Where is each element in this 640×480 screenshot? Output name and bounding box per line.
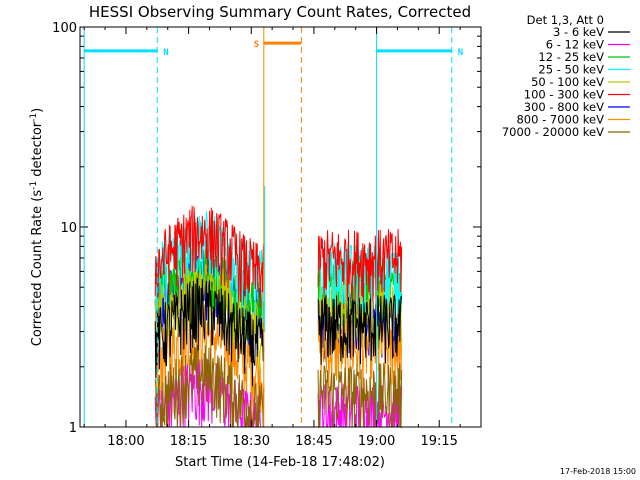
series-line-1-segment-1 (154, 277, 265, 387)
y-axis-label-sup2: -1 (29, 113, 39, 122)
chart-title: HESSI Observing Summary Count Rates, Cor… (89, 3, 471, 21)
legend-label-4: 25 - 50 keV (538, 63, 604, 77)
legend-label-5: 50 - 100 keV (531, 75, 604, 89)
legend-label-9: 7000 - 20000 keV (502, 125, 604, 139)
legend-label-8: 800 - 7000 keV (516, 113, 604, 127)
x-tick-label-4: 18:45 (295, 434, 332, 449)
flag-label-2: N (458, 48, 463, 58)
series-line-8-segment-2 (317, 318, 403, 391)
flag-label-1: N (163, 48, 168, 58)
x-tick-label-5: 19:00 (358, 434, 395, 449)
x-tick-label-6: 19:15 (420, 434, 457, 449)
y-axis-label-sup1: -1 (29, 181, 39, 190)
y-axis-label-part3: ) (30, 108, 45, 113)
legend-label-1: 3 - 6 keV (553, 25, 604, 39)
timestamp-stamp: 17-Feb-2018 15:00 (560, 467, 636, 476)
legend-label-6: 100 - 300 keV (524, 88, 604, 102)
legend-label-3: 12 - 25 keV (538, 50, 604, 64)
x-axis-label: Start Time (14-Feb-18 17:48:02) (175, 455, 385, 470)
flag-label-3: S (254, 40, 259, 50)
series-line-6-segment-2 (317, 228, 403, 303)
y-tick-label-3: 100 (52, 21, 77, 36)
flag-layer: N NS (83, 27, 463, 427)
y-tick-label-1: 1 (69, 421, 77, 436)
series-line-6-segment-1 (154, 205, 265, 308)
plot-frame (79, 26, 482, 428)
y-axis-label-part2: detector (30, 121, 45, 181)
legend-header: Det 1,3, Att 0 (527, 13, 604, 27)
y-tick-label-2: 10 (60, 221, 77, 236)
legend-label-7: 300 - 800 keV (524, 100, 604, 114)
y-axis-label: Corrected Count Rate (s-1 detector-1) (29, 108, 45, 346)
y-axis-label-part1: Corrected Count Rate (s (30, 190, 45, 347)
x-tick-label-3: 18:30 (233, 434, 270, 449)
data-layer (154, 186, 403, 429)
x-tick-label-2: 18:15 (170, 434, 207, 449)
axis-layer: 18:00 18:15 18:30 18:45 19:00 19:15 1 10 100 (52, 21, 482, 449)
x-tick-label-1: 18:00 (107, 434, 144, 449)
legend-label-2: 6 - 12 keV (546, 38, 604, 52)
series-line-1-segment-2 (317, 294, 403, 365)
